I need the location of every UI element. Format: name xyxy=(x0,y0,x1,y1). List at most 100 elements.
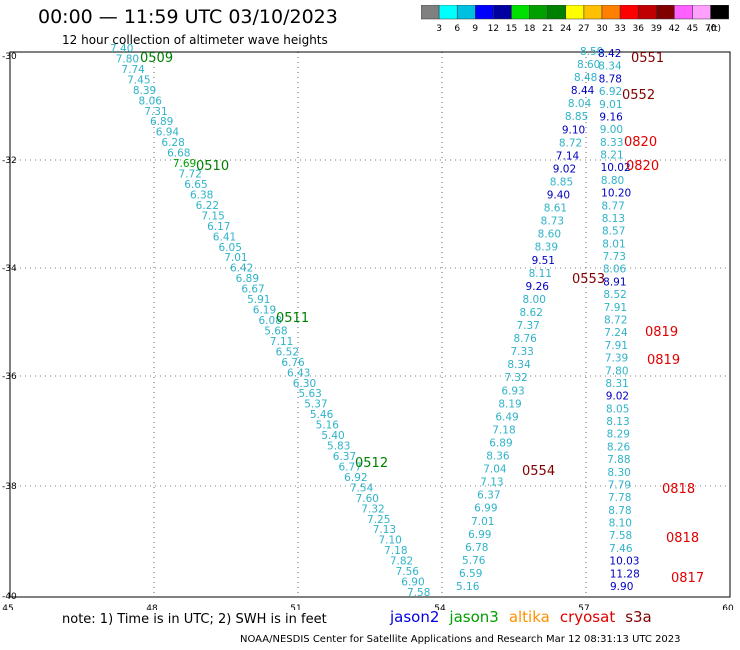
wave-height-value: 7.46 xyxy=(609,543,633,555)
legend-tick-label: 33 xyxy=(614,24,625,34)
wave-height-value: 7.13 xyxy=(480,477,503,489)
wave-height-value: 7.45 xyxy=(127,74,150,86)
wave-height-value: 6.92 xyxy=(599,86,622,98)
wave-height-value: 8.60 xyxy=(577,59,600,71)
wave-height-value: 7.33 xyxy=(510,346,533,358)
wave-height-value: 7.24 xyxy=(604,327,628,339)
wave-height-value: 9.90 xyxy=(610,581,633,593)
legend-tick-label: 21 xyxy=(542,24,553,34)
wave-height-value: 8.57 xyxy=(602,226,625,238)
wave-height-value: 8.36 xyxy=(486,451,510,463)
wave-height-value: 8.78 xyxy=(599,73,622,85)
wave-height-value: 8.61 xyxy=(544,203,567,215)
wave-height-value: 8.29 xyxy=(607,429,630,441)
legend-tick-label: 36 xyxy=(632,24,644,34)
wave-height-value: 8.62 xyxy=(520,307,543,319)
color-legend: 3 6 9 12 15 18 21 24 27 30 33 36 39 42 45 70(ft) xyxy=(421,5,729,34)
wave-height-value: 7.04 xyxy=(483,464,507,476)
wave-height-value: 6.41 xyxy=(213,231,236,243)
wave-height-value: 6.22 xyxy=(196,200,219,212)
wave-height-value: 5.16 xyxy=(316,420,340,432)
wave-height-value: 6.93 xyxy=(501,385,524,397)
wave-height-value: 6.05 xyxy=(219,242,242,254)
wave-height-value: 8.72 xyxy=(604,315,627,327)
wave-height-value: 6.99 xyxy=(468,529,491,541)
satellite-name: jason2 xyxy=(390,608,440,626)
wave-height-value: 6.49 xyxy=(495,411,518,423)
wave-height-value: 7.72 xyxy=(179,169,202,181)
wave-height-value: 8.21 xyxy=(600,150,623,162)
wave-height-value: 5.46 xyxy=(310,409,334,421)
wave-height-value: 8.48 xyxy=(574,72,597,84)
legend-tick-label: 42 xyxy=(669,24,680,34)
wave-height-value: 7.39 xyxy=(605,353,628,365)
wave-height-value: 8.19 xyxy=(498,398,521,410)
legend-tick-label: 15 xyxy=(506,24,517,34)
altimeter-map: 45 48 51 54 57 60-30-32-34-36-38-407.407.807.… xyxy=(2,43,734,610)
wave-height-value: 8.73 xyxy=(541,216,564,228)
legend-unit-label: (ft) xyxy=(707,24,721,34)
wave-height-value: 5.76 xyxy=(462,555,486,567)
pass-time-label: 0820 xyxy=(626,159,659,174)
wave-height-value: 7.37 xyxy=(516,320,539,332)
pass-time-label: 0511 xyxy=(276,311,309,326)
satellite-name: jason3 xyxy=(449,608,499,626)
wave-height-value: 10.03 xyxy=(609,556,639,568)
wave-height-value: 9.02 xyxy=(606,391,629,403)
wave-height-value: 8.85 xyxy=(550,176,573,188)
wave-height-value: 6.89 xyxy=(236,273,259,285)
satellite-name: s3a xyxy=(625,608,652,626)
pass-time-label: 0553 xyxy=(572,272,605,287)
wave-height-value: 8.00 xyxy=(523,294,546,306)
legend-tick-label: 9 xyxy=(472,24,478,34)
wave-height-value: 8.05 xyxy=(606,403,629,415)
wave-height-value: 11.28 xyxy=(610,568,640,580)
pass-time-label: 0512 xyxy=(355,456,388,471)
latitude-label: -34 xyxy=(2,264,17,274)
wave-height-value: 6.08 xyxy=(259,315,282,327)
wave-height-value: 6.68 xyxy=(167,148,190,160)
wave-height-value: 7.58 xyxy=(407,587,430,599)
latitude-label: -40 xyxy=(2,592,17,602)
wave-height-value: 8.72 xyxy=(559,137,582,149)
wave-height-value: 6.37 xyxy=(333,451,356,463)
wave-height-value: 7.79 xyxy=(608,479,631,491)
pass-time-label: 0551 xyxy=(631,51,664,66)
wave-height-value: 6.43 xyxy=(287,367,310,379)
wave-height-value: 8.30 xyxy=(607,467,630,479)
wave-height-value: 5.16 xyxy=(456,581,480,593)
wave-height-value: 8.52 xyxy=(603,289,626,301)
satellite-name: cryosat xyxy=(559,608,616,626)
wave-height-value: 6.99 xyxy=(474,503,497,515)
wave-height-value: 7.01 xyxy=(224,252,247,264)
longitude-label: 54 xyxy=(434,604,446,610)
wave-height-value: 8.44 xyxy=(571,85,595,97)
pass-time-label: 0817 xyxy=(671,571,704,586)
wave-height-value: 7.91 xyxy=(605,340,628,352)
wave-height-value: 8.01 xyxy=(602,238,625,250)
wave-height-value: 9.26 xyxy=(526,281,550,293)
latitude-label: -32 xyxy=(2,156,17,166)
wave-height-value: 5.91 xyxy=(247,294,270,306)
wave-height-value: 6.52 xyxy=(276,346,299,358)
wave-height-value: 7.40 xyxy=(110,43,133,55)
page-title: 00:00 — 11:59 UTC 03/10/2023 xyxy=(38,6,338,28)
credit-footer: NOAA/NESDIS Center for Satellite Applica… xyxy=(240,634,681,645)
wave-height-value: 6.65 xyxy=(184,179,207,191)
wave-height-value: 5.63 xyxy=(298,388,321,400)
wave-height-value: 7.73 xyxy=(603,251,626,263)
wave-height-value: 6.77 xyxy=(338,461,361,473)
wave-height-value: 6.78 xyxy=(465,542,488,554)
wave-height-value: 7.14 xyxy=(556,150,580,162)
satellite-name: altika xyxy=(508,608,550,626)
wave-height-value: 5.40 xyxy=(321,430,344,442)
pass-time-label: 0509 xyxy=(140,51,173,66)
units-note: note: 1) Time is in UTC; 2) SWH is in fe… xyxy=(62,612,327,627)
wave-height-value: 7.25 xyxy=(367,514,390,526)
wave-height-value: 6.17 xyxy=(207,221,230,233)
page-subtitle: 12 hour collection of altimeter wave hei… xyxy=(62,33,328,47)
wave-height-value: 6.89 xyxy=(150,116,173,128)
wave-height-value: 9.16 xyxy=(599,111,623,123)
wave-height-value: 8.59 xyxy=(580,46,603,58)
wave-height-value: 8.77 xyxy=(601,200,624,212)
